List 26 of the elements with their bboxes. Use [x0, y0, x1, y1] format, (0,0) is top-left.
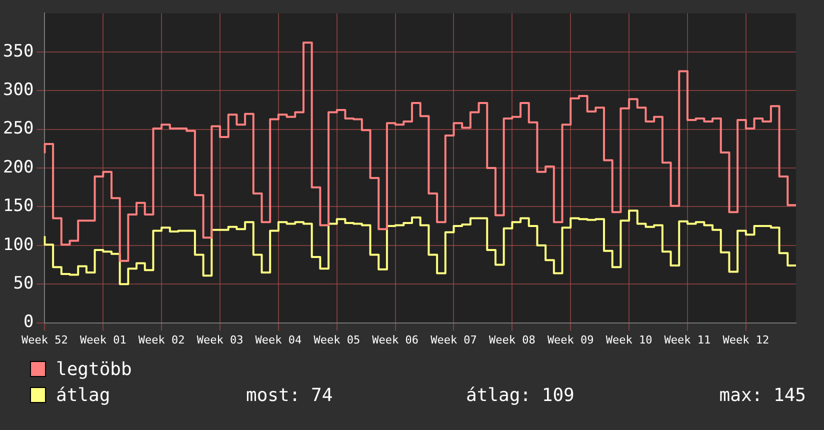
- x-tick-label: Week 06: [372, 333, 418, 346]
- x-tick-label: Week 05: [314, 333, 360, 346]
- x-tick-label: Week 09: [547, 333, 594, 346]
- y-tick-label: 200: [2, 157, 34, 178]
- x-tick-label: Week 03: [196, 333, 244, 346]
- y-tick-label: 350: [2, 41, 34, 62]
- y-tick-label: 300: [2, 80, 34, 100]
- x-tick-label: Week 08: [489, 333, 536, 346]
- x-tick-label: Week 01: [80, 333, 126, 346]
- y-tick-label: 0: [23, 312, 34, 332]
- text: átlag: 109: [466, 384, 576, 406]
- x-tick-label: Week 10: [606, 333, 652, 346]
- y-tick-label: 50: [13, 274, 34, 294]
- x-tick-label: Week 07: [430, 333, 477, 346]
- text: most: 74: [246, 384, 334, 406]
- x-tick-label: Week 02: [138, 333, 185, 346]
- x-tick-label: Week 11: [664, 333, 711, 346]
- y-tick-label: 150: [2, 196, 34, 216]
- y-tick-label: 100: [2, 234, 34, 255]
- x-tick-label: Week 12: [722, 333, 770, 346]
- y-tick-label: 250: [2, 118, 34, 139]
- x-tick-label: Week 52: [22, 333, 68, 346]
- text: max: 145: [718, 384, 806, 406]
- legend-label: legtöbb: [56, 358, 133, 380]
- legend-label: átlag: [56, 384, 112, 406]
- x-tick-label: Week 04: [255, 333, 302, 346]
